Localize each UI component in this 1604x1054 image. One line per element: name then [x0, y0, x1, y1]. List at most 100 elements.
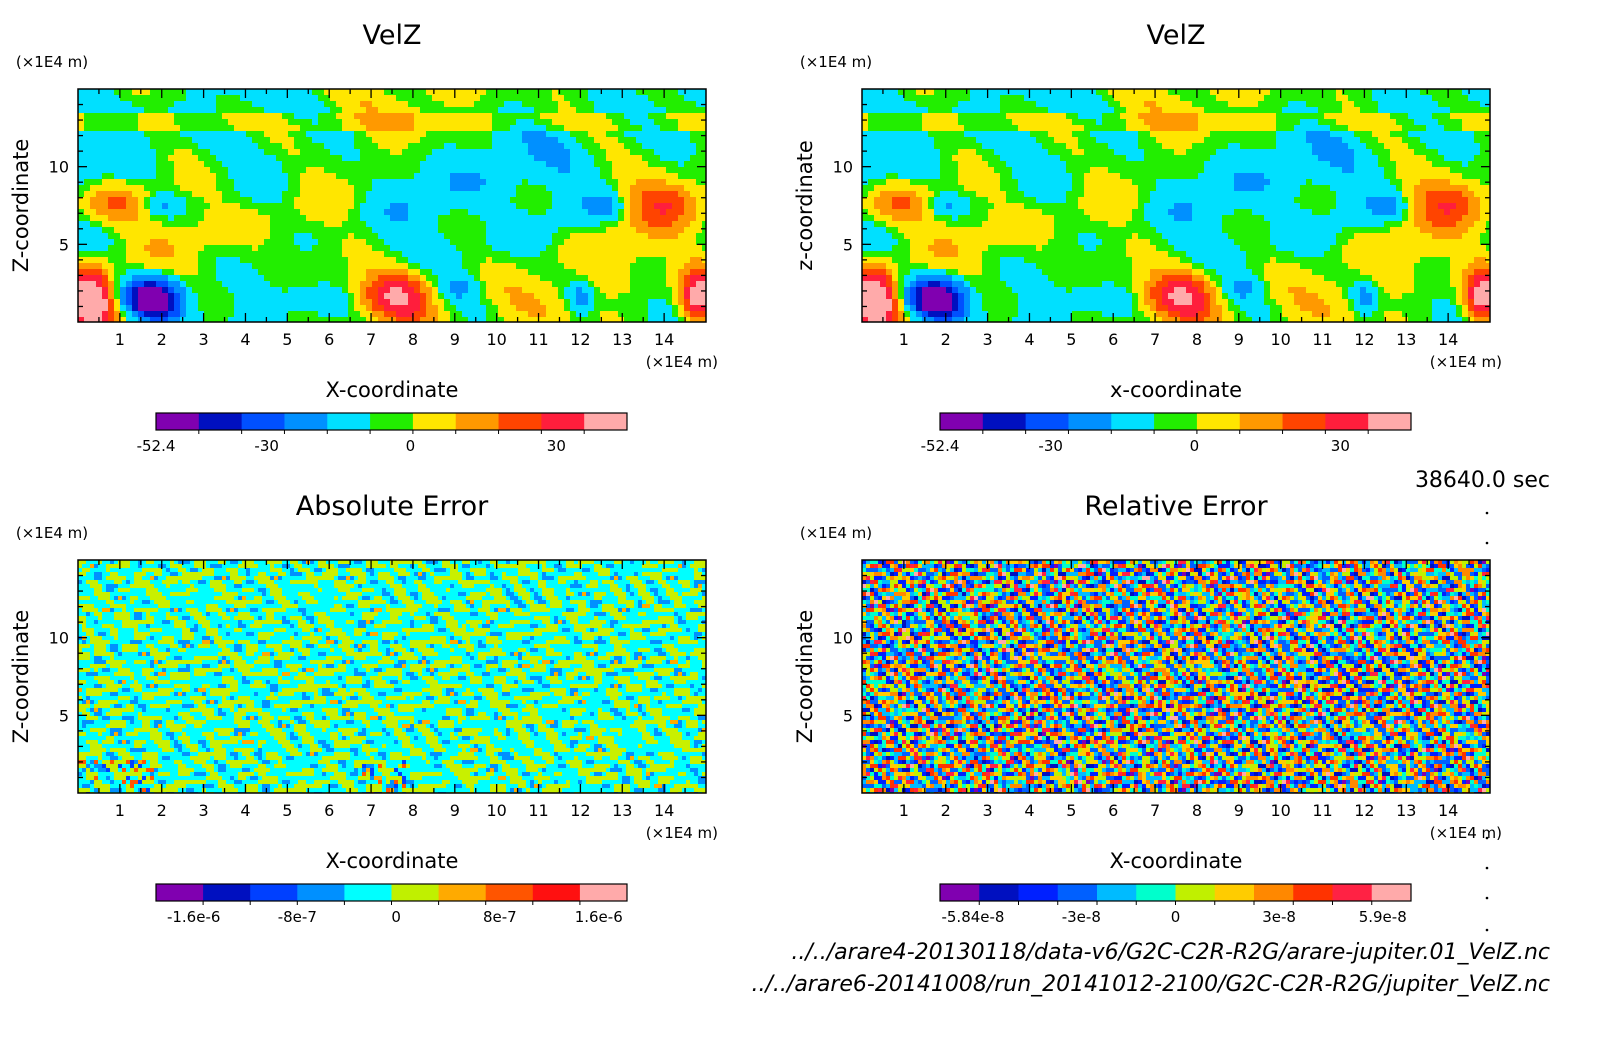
- x-tick-label: 12: [570, 330, 590, 349]
- colorbar-swatch: [532, 884, 581, 901]
- x-tick-label: 12: [1354, 801, 1374, 820]
- x-axis-label: X-coordinate: [1110, 849, 1243, 873]
- x-tick-label: 6: [1108, 801, 1118, 820]
- x-axis-label: X-coordinate: [326, 378, 459, 402]
- chart-title: VelZ: [363, 20, 422, 51]
- chart-panel-4: Relative Error(×1E4 m)1 2 3 4 5 6 7 8 9 10 11 12 13 1…: [793, 491, 1502, 926]
- colorbar-swatch: [1111, 413, 1155, 430]
- colorbar-frame: [155, 412, 628, 431]
- colorbar-swatch: [391, 884, 439, 901]
- colorbar-swatch: [1196, 413, 1241, 430]
- x-tick-label: 6: [1108, 330, 1118, 349]
- colorbar-swatch: [1154, 413, 1198, 430]
- x-tick-label: 10: [486, 330, 506, 349]
- colorbar-swatch: [982, 413, 1027, 430]
- y-axis-label: z-coordinate: [793, 140, 817, 271]
- x-unit-label: (×1E4 m): [646, 353, 718, 371]
- x-tick-label: 12: [1354, 330, 1374, 349]
- colorbar-tick-label: -30: [254, 437, 279, 455]
- colorbar-swatch: [498, 413, 542, 430]
- y-tick-label: 10: [49, 158, 69, 177]
- colorbar-swatch: [1371, 884, 1412, 901]
- colorbar-tick-label: 3e-8: [1262, 908, 1296, 926]
- colorbar-tick-label: -8e-7: [278, 908, 317, 926]
- colorbar-swatch: [344, 884, 392, 901]
- heatmap-cells: [862, 89, 1490, 322]
- y-tick-label: 5: [59, 235, 69, 254]
- colorbar: -5.84e-8 -3e-8 0 3e-8 5.9e-8: [939, 883, 1412, 926]
- colorbar-swatch: [1214, 884, 1255, 901]
- x-axis: 1 2 3 4 5 6 7 8 9 10 11 12 13 14: [882, 560, 1470, 820]
- colorbar-swatch: [979, 884, 1019, 901]
- edge-dot: [1485, 928, 1489, 932]
- x-tick-label: 11: [528, 801, 548, 820]
- x-unit-label: (×1E4 m): [1430, 353, 1502, 371]
- colorbar: -52.4 -30 0 30: [137, 412, 628, 455]
- x-axis: 1 2 3 4 5 6 7 8 9 10 11 12 13 14: [98, 560, 686, 820]
- edge-dot: [1485, 541, 1489, 545]
- y-axis-label: Z-coordinate: [9, 139, 33, 273]
- colorbar-swatch: [370, 413, 414, 430]
- colorbar-tick-label: 30: [547, 437, 566, 455]
- colorbar-tick-label: -52.4: [137, 437, 176, 455]
- colorbar-tick-label: -30: [1038, 437, 1063, 455]
- x-tick-label: 14: [1438, 801, 1458, 820]
- x-tick-label: 9: [450, 801, 460, 820]
- x-tick-label: 11: [1312, 330, 1332, 349]
- edge-dots: [1485, 511, 1489, 932]
- colorbar-swatch: [1332, 884, 1373, 901]
- edge-dot: [1485, 866, 1489, 870]
- x-tick-label: 3: [199, 801, 209, 820]
- x-tick-label: 1: [115, 801, 125, 820]
- x-tick-label: 2: [941, 801, 951, 820]
- x-tick-label: 8: [1192, 801, 1202, 820]
- time-label: 38640.0 sec: [1415, 468, 1550, 493]
- colorbar-tick-label: -52.4: [921, 437, 960, 455]
- x-tick-label: 13: [612, 801, 632, 820]
- colorbar-tick-label: -1.6e-6: [167, 908, 220, 926]
- chart-panel-3: Absolute Error(×1E4 m)1 2 3 4 5 6 7 8 9 10 11 12 13 1…: [9, 491, 718, 926]
- x-tick-label: 7: [366, 330, 376, 349]
- x-tick-label: 1: [899, 330, 909, 349]
- colorbar-swatch: [1239, 413, 1283, 430]
- x-tick-label: 7: [1150, 801, 1160, 820]
- x-tick-label: 5: [282, 330, 292, 349]
- x-tick-label: 1: [899, 801, 909, 820]
- x-tick-label: 13: [1396, 801, 1416, 820]
- x-tick-label: 5: [1066, 330, 1076, 349]
- x-tick-label: 2: [157, 801, 167, 820]
- colorbar-swatch: [1325, 413, 1369, 430]
- x-tick-label: 1: [115, 330, 125, 349]
- colorbar-swatch: [1254, 884, 1294, 901]
- colorbar-swatch: [1018, 884, 1059, 901]
- colorbar-swatch: [284, 413, 328, 430]
- y-tick-label: 5: [843, 706, 853, 725]
- colorbar-swatch: [250, 884, 298, 901]
- x-axis: 1 2 3 4 5 6 7 8 9 10 11 12 13 14: [98, 89, 686, 349]
- colorbar-swatch: [1068, 413, 1112, 430]
- colorbar-tick-label: -3e-8: [1062, 908, 1101, 926]
- chart-title: Relative Error: [1084, 491, 1268, 522]
- x-tick-label: 8: [1192, 330, 1202, 349]
- x-tick-label: 9: [1234, 330, 1244, 349]
- colorbar-tick-label: 0: [406, 437, 416, 455]
- y-axis: 5 10: [833, 574, 1490, 779]
- colorbar-tick-label: 0: [391, 908, 401, 926]
- x-tick-label: 11: [528, 330, 548, 349]
- x-tick-label: 8: [408, 330, 418, 349]
- colorbar-tick-label: 5.9e-8: [1359, 908, 1407, 926]
- y-axis: 5 10: [49, 574, 706, 779]
- x-tick-label: 11: [1312, 801, 1332, 820]
- colorbar-swatch: [203, 884, 251, 901]
- colorbar-swatch: [198, 413, 243, 430]
- y-unit-label: (×1E4 m): [16, 524, 88, 542]
- chart-panel-2: VelZ(×1E4 m)1 2 3 4 5 6 7 8 9 10 11 12 13 14510(×1E4 …: [793, 20, 1502, 455]
- colorbar-swatch: [156, 413, 200, 430]
- colorbar-swatch: [438, 884, 487, 901]
- colorbar-swatch: [241, 413, 285, 430]
- colorbar-swatch: [1097, 884, 1137, 901]
- colorbar-swatch: [584, 413, 628, 430]
- colorbar: -1.6e-6 -8e-7 0 8e-7 1.6e-6: [155, 883, 628, 926]
- heatmap-cells: [78, 89, 706, 322]
- y-axis-label: Z-coordinate: [9, 610, 33, 744]
